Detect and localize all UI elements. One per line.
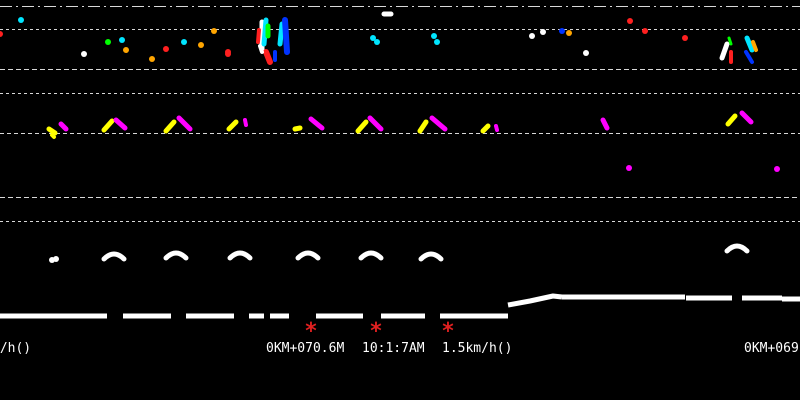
rail-profile-ramp — [507, 293, 563, 308]
defect-stroke-30 — [417, 119, 429, 134]
defect-dot-22 — [627, 18, 633, 24]
red-asterisk-icon-2: * — [369, 319, 382, 344]
red-asterisk-icon-1: * — [304, 319, 317, 344]
defect-dot-25 — [0, 31, 3, 37]
defect-stroke-32 — [480, 123, 491, 134]
defect-dot-21 — [583, 50, 589, 56]
defect-stroke-10 — [719, 41, 730, 61]
defect-stroke-15 — [727, 36, 733, 46]
defect-dot-8 — [181, 39, 187, 45]
defect-stroke-5 — [277, 21, 285, 47]
defect-stroke-7 — [263, 49, 273, 65]
defect-dot-3 — [105, 39, 111, 45]
defect-dot-10 — [211, 28, 217, 34]
clip-arch-3 — [227, 250, 253, 261]
clip-arch-2 — [163, 250, 189, 261]
defect-dot-15 — [431, 33, 437, 39]
defect-dot-2 — [81, 51, 87, 57]
defect-stroke-6 — [282, 17, 290, 55]
defect-stroke-12 — [744, 35, 755, 53]
defect-stroke-26 — [292, 125, 303, 132]
clip-arch-4 — [295, 250, 321, 261]
defect-stroke-20 — [101, 118, 115, 133]
clip-arch-7 — [724, 243, 750, 254]
time-readout: 10:1:7AM — [362, 341, 425, 356]
defect-stroke-2 — [261, 17, 269, 47]
defect-stroke-18 — [50, 133, 56, 139]
defect-stroke-14 — [744, 50, 754, 64]
defect-dot-24 — [682, 35, 688, 41]
defect-dot-16 — [434, 39, 440, 45]
clip-arch-5 — [358, 250, 384, 261]
defect-dot-23 — [642, 28, 648, 34]
defect-dot-29 — [49, 257, 55, 263]
defect-dot-4 — [119, 37, 125, 43]
defect-dot-7 — [163, 46, 169, 52]
defect-dot-18 — [540, 29, 546, 35]
defect-stroke-25 — [243, 118, 248, 127]
defect-dot-6 — [149, 56, 155, 62]
defect-dot-12 — [225, 51, 231, 57]
defect-stroke-29 — [367, 115, 384, 132]
defect-dot-20 — [566, 30, 572, 36]
clip-arch-1 — [101, 251, 127, 262]
defect-stroke-13 — [751, 40, 758, 52]
defect-stroke-4 — [256, 28, 261, 44]
defect-stroke-21 — [113, 117, 128, 131]
red-asterisk-icon-3: * — [441, 319, 454, 344]
defect-dot-9 — [198, 42, 204, 48]
defect-stroke-35 — [725, 113, 738, 127]
defect-stroke-36 — [739, 110, 754, 125]
defect-dot-27 — [774, 166, 780, 172]
defect-dot-1 — [18, 17, 24, 23]
defect-dot-13 — [370, 35, 376, 41]
defect-stroke-28 — [355, 119, 369, 134]
defect-stroke-19 — [58, 121, 69, 132]
defect-stroke-34 — [600, 117, 610, 131]
defect-dot-14 — [374, 39, 380, 45]
defect-stroke-31 — [429, 115, 448, 132]
defect-dot-5 — [123, 47, 129, 53]
speed-readout-partial-left: m/h() — [0, 341, 32, 356]
speed-readout: 1.5km/h() — [442, 341, 513, 356]
defect-dot-26 — [626, 165, 632, 171]
defect-stroke-24 — [226, 119, 239, 132]
defect-dot-19 — [559, 28, 565, 34]
defect-stroke-33 — [494, 124, 499, 132]
defect-stroke-17 — [46, 126, 58, 136]
defect-dot-17 — [529, 33, 535, 39]
defect-stroke-22 — [163, 119, 177, 134]
defect-stroke-9 — [258, 44, 264, 54]
clip-arch-6 — [418, 251, 444, 262]
defect-stroke-23 — [176, 115, 193, 132]
mileage-readout-partial-right: 0KM+069 — [744, 341, 799, 356]
defect-stroke-27 — [308, 116, 325, 131]
mileage-readout: 0KM+070.6M — [266, 341, 345, 356]
